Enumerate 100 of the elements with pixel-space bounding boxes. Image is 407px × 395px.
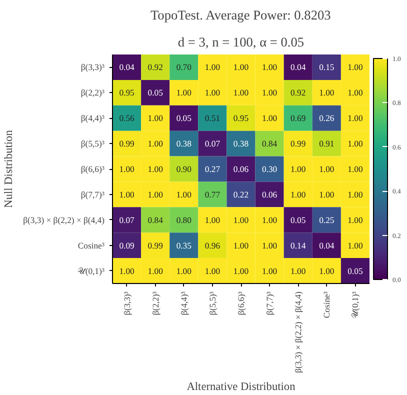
data-label: 1.00 [348,189,363,200]
x-tick-label: β(3,3)³ [122,291,132,316]
data-label: 1.00 [262,88,278,98]
data-label: 0.22 [233,189,249,200]
data-label: 0.35 [176,240,192,250]
y-axis-title: Null Distribution [3,130,16,208]
data-label: 0.04 [119,62,136,72]
data-label: 1.00 [262,62,278,72]
data-label: 0.06 [262,189,278,200]
data-label: 1.00 [348,88,363,98]
y-tick-label: β(6,6)³ [80,164,105,174]
data-label: 0.25 [319,214,334,225]
data-label: 0.56 [119,113,136,124]
data-label: 1.00 [204,88,220,98]
data-label: 1.00 [176,266,192,276]
data-label: 1.00 [233,62,249,72]
data-label: 0.91 [319,138,334,149]
data-label: 0.95 [233,113,249,124]
data-label: 1.00 [348,138,363,149]
y-tick-label: β(2,2)³ [80,88,105,98]
data-label: 1.00 [290,266,306,276]
y-tick-label: β(7,7)³ [80,189,105,200]
data-label: 0.95 [119,88,134,98]
data-label: 1.00 [148,138,163,149]
data-label: 1.00 [119,164,134,174]
data-label: 0.04 [319,240,335,250]
data-label: 0.26 [319,113,335,124]
data-label: 0.77 [204,189,221,200]
data-label: 0.96 [204,240,221,250]
data-label: 0.99 [148,240,163,250]
data-label: 0.80 [176,214,192,225]
x-tick-label: β(2,2)³ [150,291,160,316]
data-label: 0.90 [176,164,192,174]
data-label: 1.00 [262,266,278,276]
data-label: 1.00 [348,164,363,174]
data-label: 0.27 [204,164,221,174]
data-label: 1.00 [290,164,306,174]
data-label: 0.38 [233,138,249,149]
data-label: 1.00 [204,214,220,225]
data-label: 1.00 [119,266,134,276]
data-label: 1.00 [148,266,163,276]
data-label: 1.00 [348,214,363,225]
data-label: 1.00 [348,62,363,72]
y-tick-label: β(5,5)³ [80,138,105,149]
x-tick-label: β(4,4)³ [178,291,189,316]
data-label: 0.05 [148,88,163,98]
data-label: 0.92 [290,88,306,98]
x-tick-label: β(7,7)³ [264,291,275,316]
data-label: 1.00 [148,113,163,124]
data-label: 0.70 [176,62,192,72]
data-label: 1.00 [204,266,220,276]
data-label: 1.00 [233,266,249,276]
data-label: 1.00 [319,164,334,174]
data-label: 0.14 [290,240,306,250]
data-label: 1.00 [348,113,363,124]
data-label: 1.00 [319,88,334,98]
data-label: 0.05 [348,266,363,276]
y-tick-label: β(3,3) × β(2,2) × β(4,4) [23,214,105,225]
data-label: 0.15 [319,62,334,72]
data-label: 1.00 [319,189,334,200]
data-label: 1.00 [233,214,249,225]
x-axis-title: Alternative Distribution [186,380,296,393]
data-label: 0.06 [233,164,250,174]
data-label: 1.00 [262,240,278,250]
data-label: 1.00 [262,113,278,124]
data-label: 1.00 [148,164,163,174]
data-label: 0.07 [119,214,136,225]
x-tick-label: β(5,5)³ [207,291,218,316]
data-label: 0.99 [290,138,306,149]
data-label: 0.69 [290,113,306,124]
y-tick-label: 𝒰(0,1)³ [77,266,105,276]
data-label: 1.00 [348,240,363,250]
y-tick-label: β(4,4)³ [80,113,105,124]
data-label: 1.00 [148,189,163,200]
x-tick-label: β(3,3) × β(2,2) × β(4,4) [293,291,304,373]
data-label: 1.00 [176,88,192,98]
x-tick-label: β(6,6)³ [236,291,246,316]
data-label: 1.00 [233,88,249,98]
y-tick-label: β(3,3)³ [80,62,105,72]
data-label: 0.05 [176,113,192,124]
y-tick-label: Cosine³ [78,240,105,250]
data-label: 1.00 [233,240,249,250]
chart-title: TopoTest. Average Power: 0.8203 [150,8,332,22]
data-label: 0.84 [262,138,278,149]
x-tick-label: Cosine³ [322,291,332,318]
x-tick-label: 𝒰(0,1)³ [350,291,360,319]
data-label: 0.38 [176,138,192,149]
data-label: 1.00 [204,62,220,72]
data-label: 0.04 [290,62,306,72]
data-label: 0.51 [204,113,220,124]
data-label: 0.92 [148,62,163,72]
data-label: 0.99 [119,138,134,149]
data-label: 1.00 [176,189,192,200]
data-label: 1.00 [119,189,134,200]
data-label: 0.05 [290,214,306,225]
data-label: 0.09 [119,240,134,250]
data-label: 0.84 [148,214,164,225]
data-label: 1.00 [262,214,278,225]
data-label: 1.00 [319,266,334,276]
data-label: 0.07 [204,138,221,149]
